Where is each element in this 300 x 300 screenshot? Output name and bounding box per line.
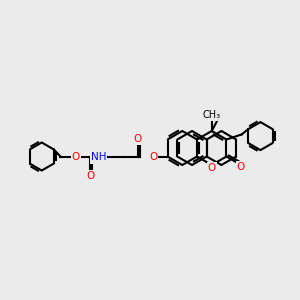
Text: NH: NH [91,152,106,163]
Text: O: O [237,162,245,172]
Text: O: O [134,134,142,144]
Text: O: O [208,163,216,173]
Text: O: O [72,152,80,163]
Text: O: O [86,171,94,181]
Text: O: O [149,152,157,163]
Text: CH₃: CH₃ [203,110,221,120]
